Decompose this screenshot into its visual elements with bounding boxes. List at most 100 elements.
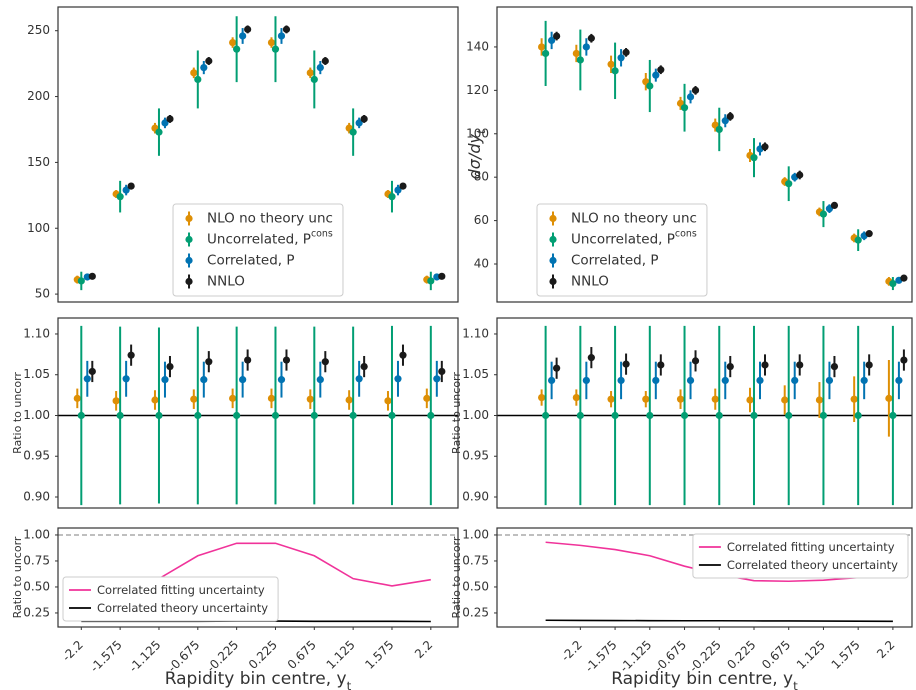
y-axis-label: dσ/dyt <box>465 129 488 179</box>
marker <box>267 38 276 47</box>
y-tick-label: 0.95 <box>23 449 50 463</box>
y-tick-label: 0.50 <box>23 579 50 593</box>
marker <box>553 32 561 40</box>
marker <box>607 395 615 403</box>
y-tick-label: 0.75 <box>462 553 489 567</box>
x-tick-label: 0.225 <box>246 638 280 672</box>
marker <box>233 45 241 53</box>
marker <box>161 376 169 384</box>
y-tick-label: 60 <box>474 213 489 227</box>
legend-box <box>692 533 909 579</box>
marker <box>617 376 625 385</box>
marker <box>355 375 363 383</box>
marker <box>582 43 590 51</box>
x-tick-label: 1.575 <box>362 638 396 672</box>
y-tick-label: 0.95 <box>462 449 489 463</box>
marker <box>190 395 198 403</box>
marker <box>750 411 758 420</box>
marker <box>756 376 764 385</box>
marker <box>587 354 595 362</box>
marker <box>796 171 804 179</box>
legend: Correlated fitting uncertainty Correlated… <box>692 533 909 579</box>
x-tick-label: 1.575 <box>829 638 863 672</box>
marker <box>423 394 431 402</box>
marker <box>572 393 580 402</box>
marker <box>895 376 903 385</box>
marker <box>715 411 723 420</box>
marker <box>691 86 700 94</box>
y-tick-label: 50 <box>35 287 50 301</box>
marker <box>384 397 392 405</box>
line <box>545 619 893 623</box>
y-tick-label: 1.00 <box>462 527 489 541</box>
x-axis-label: Rapidity bin centre, yt <box>611 669 798 690</box>
marker <box>830 362 839 371</box>
legend: NLO no theory unc Uncorrelated, Pcons Corr… <box>536 203 708 297</box>
y-axis-label: Ratio to uncorr <box>450 536 463 618</box>
marker <box>576 56 584 64</box>
legend-swatch <box>549 256 557 265</box>
x-tick-label: 0.675 <box>759 638 793 672</box>
legend-label-main: NNLO <box>207 274 245 290</box>
marker <box>77 277 85 285</box>
legend-label: Uncorrelated, Pcons <box>207 229 333 248</box>
legend-label: Uncorrelated, Pcons <box>571 229 697 248</box>
y-tick-label: 0.90 <box>23 489 50 503</box>
axes-frame <box>496 6 913 303</box>
y-tick-label: 0.75 <box>23 553 50 567</box>
marker <box>646 411 654 420</box>
marker <box>761 361 769 369</box>
legend-label-main: NNLO <box>571 274 609 290</box>
legend-swatch <box>185 214 193 223</box>
y-axis-label-main: Ratio to uncorr <box>450 372 463 454</box>
y-tick-label: 120 <box>466 83 489 97</box>
marker <box>321 358 329 366</box>
marker <box>394 186 402 194</box>
marker <box>88 272 96 280</box>
panel: 50 100 150 200 250 NLO no theory unc Uncorrela… <box>27 6 459 303</box>
x-axis-label-main: Rapidity bin centre, y <box>611 669 793 689</box>
marker <box>233 411 241 420</box>
marker <box>657 66 665 74</box>
legend-label: Correlated fitting uncertainty <box>727 540 895 554</box>
marker <box>388 411 396 420</box>
y-axis-label-main: Ratio to uncorr <box>11 536 24 618</box>
panel: 1.10 1.05 1.00 0.95 0.90 Ratio to uncorr <box>450 317 913 509</box>
marker <box>657 361 665 369</box>
marker <box>229 394 237 402</box>
marker <box>750 154 758 162</box>
legend-label: Correlated fitting uncertainty <box>97 583 265 597</box>
marker <box>691 357 700 365</box>
marker <box>860 376 868 385</box>
y-tick-label: 1.10 <box>23 326 50 340</box>
legend-label-sub: cons <box>311 229 333 240</box>
x-tick-label: -1.125 <box>126 638 163 675</box>
y-tick-label: 100 <box>466 126 489 140</box>
marker <box>151 396 159 404</box>
marker <box>271 411 280 420</box>
marker <box>791 376 799 385</box>
legend-swatch <box>185 235 193 244</box>
legend-swatch <box>185 277 193 286</box>
x-tick-label: 2.2 <box>874 638 897 661</box>
y-tick-label: 40 <box>474 257 489 271</box>
legend-box <box>536 203 708 297</box>
marker <box>576 411 584 420</box>
marker <box>785 411 793 420</box>
x-tick-label: 1.125 <box>794 638 828 672</box>
legend-label: NLO no theory unc <box>207 211 333 227</box>
marker <box>553 364 561 372</box>
legend-swatch <box>549 235 557 244</box>
marker <box>194 411 202 420</box>
marker <box>542 49 550 58</box>
marker <box>267 394 276 402</box>
marker <box>676 395 685 403</box>
axes-frame <box>496 527 913 628</box>
x-axis-label-sub: t <box>347 679 352 690</box>
marker <box>433 375 441 383</box>
marker <box>112 397 120 405</box>
legend-swatch <box>549 277 557 286</box>
marker <box>166 115 174 123</box>
marker <box>781 396 789 404</box>
